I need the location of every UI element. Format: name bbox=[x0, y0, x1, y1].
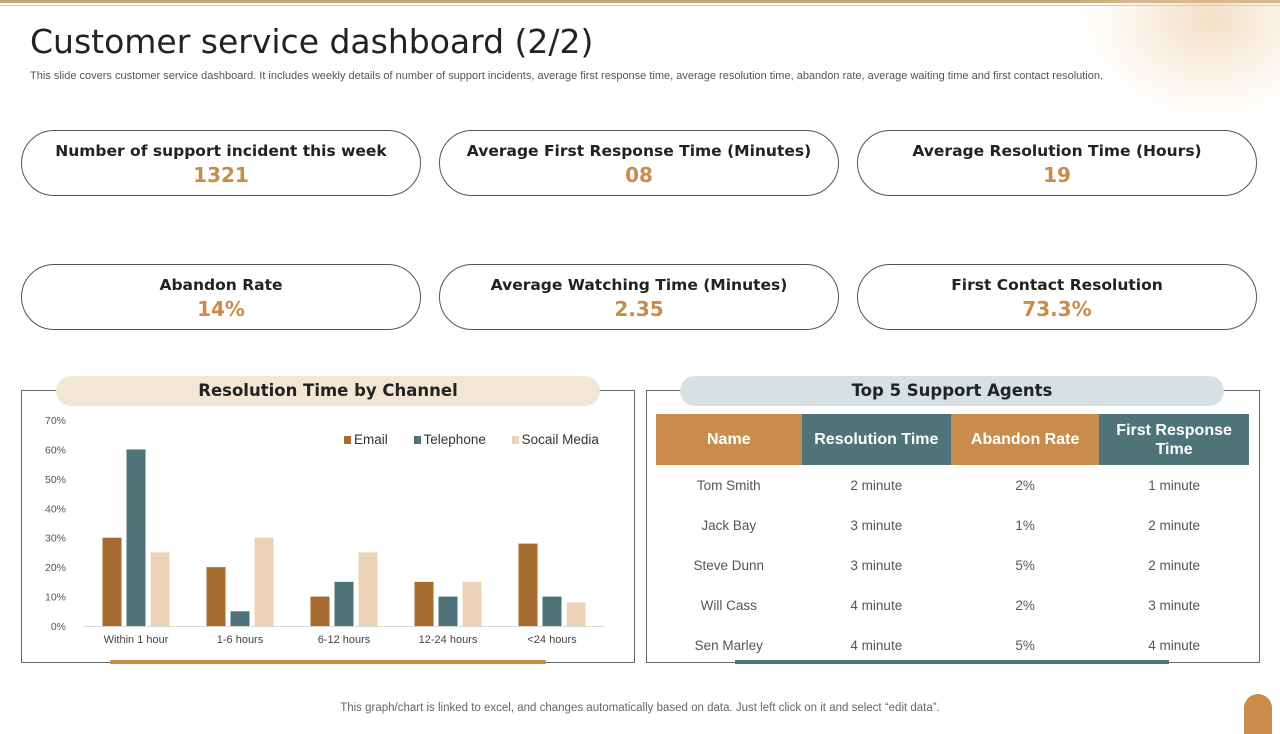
page-subtitle: This slide covers customer service dashb… bbox=[30, 70, 1104, 82]
top-border-line bbox=[0, 0, 1280, 3]
cell-resolution-time: 4 minute bbox=[850, 637, 903, 653]
cell-resolution-time: 2 minute bbox=[850, 477, 903, 493]
bar-email[interactable] bbox=[518, 543, 538, 626]
cell-resolution-time: 3 minute bbox=[850, 517, 903, 533]
header-abandon-rate: Abandon Rate bbox=[951, 414, 1100, 465]
table-row: Tom Smith 2 minute 2% 1 minute bbox=[656, 465, 1249, 505]
resolution-time-chart[interactable]: 0% 10% 20% 30% 40% 50% 60% 70% Within 1 hour 1-6 … bbox=[22, 405, 634, 661]
legend-label: Socail Media bbox=[521, 432, 599, 447]
cell-name: Sen Marley bbox=[694, 637, 763, 653]
table-row: Will Cass 4 minute 2% 3 minute bbox=[656, 585, 1249, 625]
x-tick-label: <24 hours bbox=[527, 634, 577, 646]
cell-abandon-rate: 2% bbox=[1015, 477, 1035, 493]
cell-name: Steve Dunn bbox=[693, 557, 765, 573]
legend-swatch-telephone bbox=[413, 436, 421, 444]
bar-socail-media[interactable] bbox=[566, 602, 586, 626]
bar-telephone[interactable] bbox=[438, 596, 458, 626]
footer-note: This graph/chart is linked to excel, and… bbox=[340, 702, 940, 714]
y-tick-label: 40% bbox=[45, 503, 66, 515]
kpi-card-support-incidents: Number of support incident this week 132… bbox=[21, 130, 421, 196]
cell-name: Will Cass bbox=[700, 597, 757, 613]
chart-underline-bar bbox=[110, 660, 546, 664]
bar-telephone[interactable] bbox=[126, 449, 146, 626]
agents-table: Name Resolution Time Abandon Rate First … bbox=[656, 414, 1249, 665]
y-tick-label: 0% bbox=[51, 621, 66, 633]
kpi-value: 2.35 bbox=[614, 297, 664, 321]
kpi-card-abandon-rate: Abandon Rate 14% bbox=[21, 264, 421, 330]
kpi-value: 73.3% bbox=[1022, 297, 1092, 321]
top-border-line-thin bbox=[0, 5, 1280, 6]
bar-email[interactable] bbox=[206, 567, 226, 626]
bar-telephone[interactable] bbox=[542, 596, 562, 626]
x-tick-label: 1-6 hours bbox=[217, 634, 264, 646]
bar-email[interactable] bbox=[310, 596, 330, 626]
corner-decoration bbox=[1244, 694, 1272, 734]
kpi-label: Average Watching Time (Minutes) bbox=[490, 276, 788, 294]
kpi-card-watching-time: Average Watching Time (Minutes) 2.35 bbox=[439, 264, 839, 330]
legend-label: Telephone bbox=[423, 432, 486, 447]
kpi-label: Number of support incident this week bbox=[55, 142, 387, 160]
kpi-value: 1321 bbox=[193, 163, 249, 187]
legend-item-social-media: Socail Media bbox=[511, 432, 599, 447]
cell-resolution-time: 3 minute bbox=[850, 557, 903, 573]
cell-name: Tom Smith bbox=[696, 477, 761, 493]
cell-first-response-time: 3 minute bbox=[1148, 597, 1200, 613]
bar-socail-media[interactable] bbox=[254, 537, 274, 626]
bar-socail-media[interactable] bbox=[150, 552, 170, 626]
y-tick-label: 60% bbox=[45, 444, 66, 456]
table-row: Jack Bay 3 minute 1% 2 minute bbox=[656, 505, 1249, 545]
header-resolution-time: Resolution Time bbox=[801, 414, 952, 465]
cell-abandon-rate: 1% bbox=[1015, 517, 1035, 533]
header-first-response-time: First Response Time bbox=[1099, 414, 1249, 465]
decorative-glow bbox=[1080, 0, 1280, 120]
bar-socail-media[interactable] bbox=[462, 581, 482, 626]
kpi-card-first-contact-resolution: First Contact Resolution 73.3% bbox=[857, 264, 1257, 330]
kpi-label: First Contact Resolution bbox=[951, 276, 1163, 294]
kpi-card-first-response-time: Average First Response Time (Minutes) 08 bbox=[439, 130, 839, 196]
x-tick-label: Within 1 hour bbox=[104, 634, 169, 646]
legend-item-email: Email bbox=[344, 432, 388, 447]
bar-socail-media[interactable] bbox=[358, 552, 378, 626]
kpi-label: Average Resolution Time (Hours) bbox=[912, 142, 1202, 160]
legend-swatch-social-media bbox=[511, 436, 519, 444]
kpi-label: Average First Response Time (Minutes) bbox=[466, 142, 812, 160]
chart-legend: Email Telephone Socail Media bbox=[344, 432, 621, 447]
kpi-value: 08 bbox=[625, 163, 653, 187]
chart-title: Resolution Time by Channel bbox=[56, 376, 600, 406]
cell-abandon-rate: 5% bbox=[1015, 557, 1035, 573]
y-tick-label: 70% bbox=[45, 415, 66, 427]
y-tick-label: 50% bbox=[45, 474, 66, 486]
bar-telephone[interactable] bbox=[230, 611, 250, 626]
cell-abandon-rate: 5% bbox=[1015, 637, 1035, 653]
cell-resolution-time: 4 minute bbox=[850, 597, 903, 613]
cell-first-response-time: 2 minute bbox=[1148, 557, 1200, 573]
table-header-row: Name Resolution Time Abandon Rate First … bbox=[656, 414, 1249, 465]
x-tick-label: 6-12 hours bbox=[318, 634, 371, 646]
bar-telephone[interactable] bbox=[334, 581, 354, 626]
y-tick-label: 10% bbox=[45, 592, 66, 604]
y-tick-label: 30% bbox=[45, 533, 66, 545]
legend-item-telephone: Telephone bbox=[413, 432, 486, 447]
cell-first-response-time: 4 minute bbox=[1148, 637, 1200, 653]
x-tick-label: 12-24 hours bbox=[419, 634, 478, 646]
header-name: Name bbox=[656, 414, 802, 465]
table-row: Sen Marley 4 minute 5% 4 minute bbox=[656, 625, 1249, 665]
cell-name: Jack Bay bbox=[701, 517, 757, 533]
cell-first-response-time: 1 minute bbox=[1148, 477, 1200, 493]
kpi-card-resolution-time: Average Resolution Time (Hours) 19 bbox=[857, 130, 1257, 196]
legend-swatch-email bbox=[344, 436, 351, 444]
bar-email[interactable] bbox=[414, 581, 434, 626]
agents-title: Top 5 Support Agents bbox=[680, 376, 1224, 406]
kpi-value: 19 bbox=[1043, 163, 1071, 187]
page-title: Customer service dashboard (2/2) bbox=[30, 22, 594, 61]
cell-abandon-rate: 2% bbox=[1015, 597, 1035, 613]
cell-first-response-time: 2 minute bbox=[1148, 517, 1200, 533]
table-row: Steve Dunn 3 minute 5% 2 minute bbox=[656, 545, 1249, 585]
agents-underline-bar bbox=[735, 660, 1169, 664]
kpi-value: 14% bbox=[197, 297, 245, 321]
bar-email[interactable] bbox=[102, 537, 122, 626]
legend-label: Email bbox=[354, 432, 388, 447]
y-tick-label: 20% bbox=[45, 562, 66, 574]
kpi-label: Abandon Rate bbox=[159, 276, 283, 294]
